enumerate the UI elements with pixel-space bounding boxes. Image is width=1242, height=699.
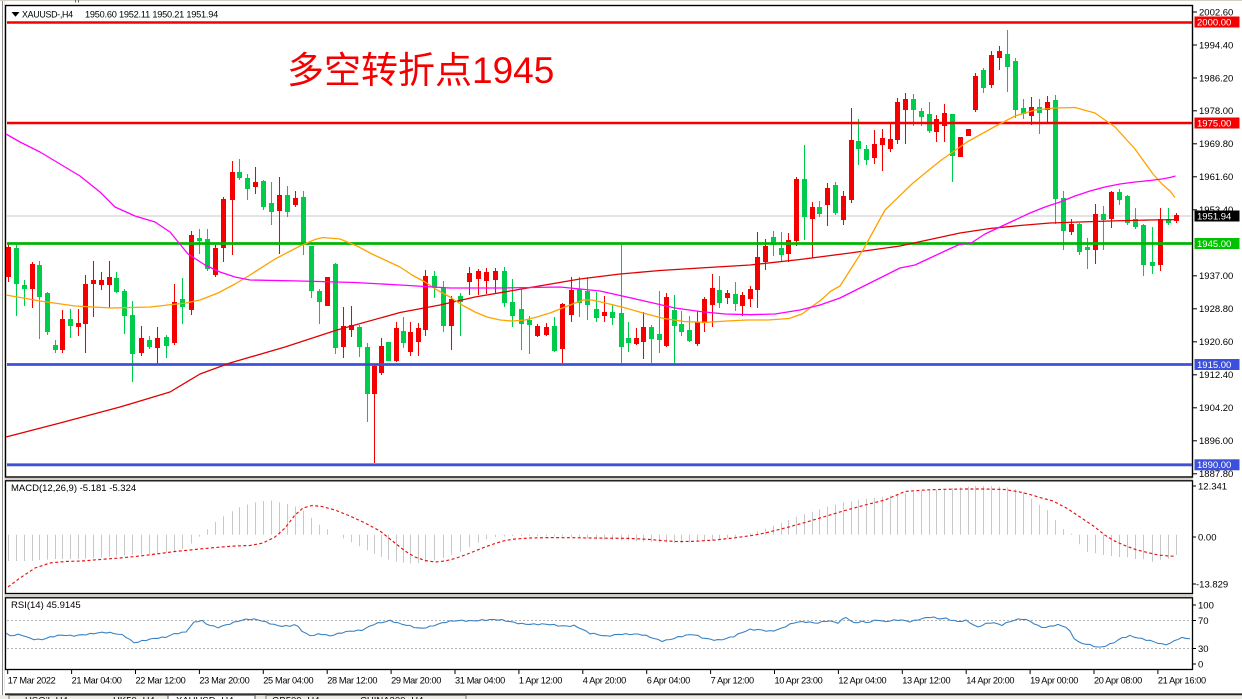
svg-text:RSI(14) 45.9145: RSI(14) 45.9145 [11,600,81,611]
svg-text:21 Mar 04:00: 21 Mar 04:00 [72,676,122,686]
svg-text:6 Apr 04:00: 6 Apr 04:00 [647,676,690,686]
svg-text:-13.829: -13.829 [1196,579,1228,590]
svg-text:XAUUSD-,H4: XAUUSD-,H4 [22,10,73,20]
svg-text:31 Mar 04:00: 31 Mar 04:00 [455,676,505,686]
svg-text:14 Apr 20:00: 14 Apr 20:00 [966,676,1014,686]
svg-text:1961.60: 1961.60 [1199,172,1233,183]
svg-text:0: 0 [1198,659,1203,670]
svg-text:1950.60 1952.11 1950.21 1951.9: 1950.60 1952.11 1950.21 1951.94 [85,10,218,20]
svg-text:21 Apr 16:00: 21 Apr 16:00 [1158,676,1206,686]
svg-text:0.00: 0.00 [1198,532,1217,543]
svg-text:1 Apr 12:00: 1 Apr 12:00 [519,676,562,686]
svg-text:10 Apr 23:00: 10 Apr 23:00 [775,676,823,686]
svg-text:1986.20: 1986.20 [1199,73,1233,84]
svg-text:1937.00: 1937.00 [1199,271,1233,282]
svg-text:1975.00: 1975.00 [1197,118,1231,129]
svg-text:1969.80: 1969.80 [1199,139,1233,150]
svg-text:7 Apr 12:00: 7 Apr 12:00 [711,676,754,686]
svg-text:1945.00: 1945.00 [1197,239,1231,250]
svg-text:2000.00: 2000.00 [1197,17,1231,28]
svg-text:13 Apr 12:00: 13 Apr 12:00 [902,676,950,686]
svg-text:28 Mar 12:00: 28 Mar 12:00 [327,676,377,686]
svg-text:HK50-,H4: HK50-,H4 [113,696,155,699]
svg-text:19 Apr 00:00: 19 Apr 00:00 [1030,676,1078,686]
svg-text:1915.00: 1915.00 [1197,360,1231,371]
svg-text:1928.80: 1928.80 [1199,304,1233,315]
svg-text:23 Mar 20:00: 23 Mar 20:00 [199,676,249,686]
svg-text:GB500-,H4: GB500-,H4 [272,696,320,699]
svg-text:25 Mar 04:00: 25 Mar 04:00 [263,676,313,686]
svg-text:4 Apr 20:00: 4 Apr 20:00 [583,676,626,686]
svg-text:2002.60: 2002.60 [1199,7,1233,18]
svg-text:20 Apr 08:00: 20 Apr 08:00 [1094,676,1142,686]
svg-text:1994.40: 1994.40 [1199,40,1233,51]
svg-text:12.341: 12.341 [1198,481,1227,492]
svg-text:1904.20: 1904.20 [1199,403,1233,414]
svg-text:29 Mar 20:00: 29 Mar 20:00 [391,676,441,686]
svg-text:多空转折点1945: 多空转折点1945 [287,50,554,91]
svg-text:100: 100 [1198,600,1214,611]
svg-text:USOil-,H4: USOil-,H4 [25,696,68,699]
svg-text:22 Mar 12:00: 22 Mar 12:00 [136,676,186,686]
svg-text:1912.40: 1912.40 [1199,370,1233,381]
svg-text:1920.60: 1920.60 [1199,337,1233,348]
svg-text:70: 70 [1198,616,1209,627]
svg-text:12 Apr 04:00: 12 Apr 04:00 [838,676,886,686]
svg-text:1887.80: 1887.80 [1199,469,1233,480]
svg-text:17 Mar 2022: 17 Mar 2022 [8,676,56,686]
svg-text:MACD(12,26,9) -5.181 -5.324: MACD(12,26,9) -5.181 -5.324 [11,483,136,494]
svg-text:CHINA300-,H4: CHINA300-,H4 [360,696,423,699]
svg-text:1978.00: 1978.00 [1199,106,1233,117]
svg-text:XAUUSD-,H4: XAUUSD-,H4 [176,696,234,699]
svg-text:30: 30 [1198,644,1209,655]
svg-text:1890.00: 1890.00 [1197,460,1231,471]
svg-text:1951.94: 1951.94 [1197,211,1231,222]
svg-text:1896.00: 1896.00 [1199,436,1233,447]
